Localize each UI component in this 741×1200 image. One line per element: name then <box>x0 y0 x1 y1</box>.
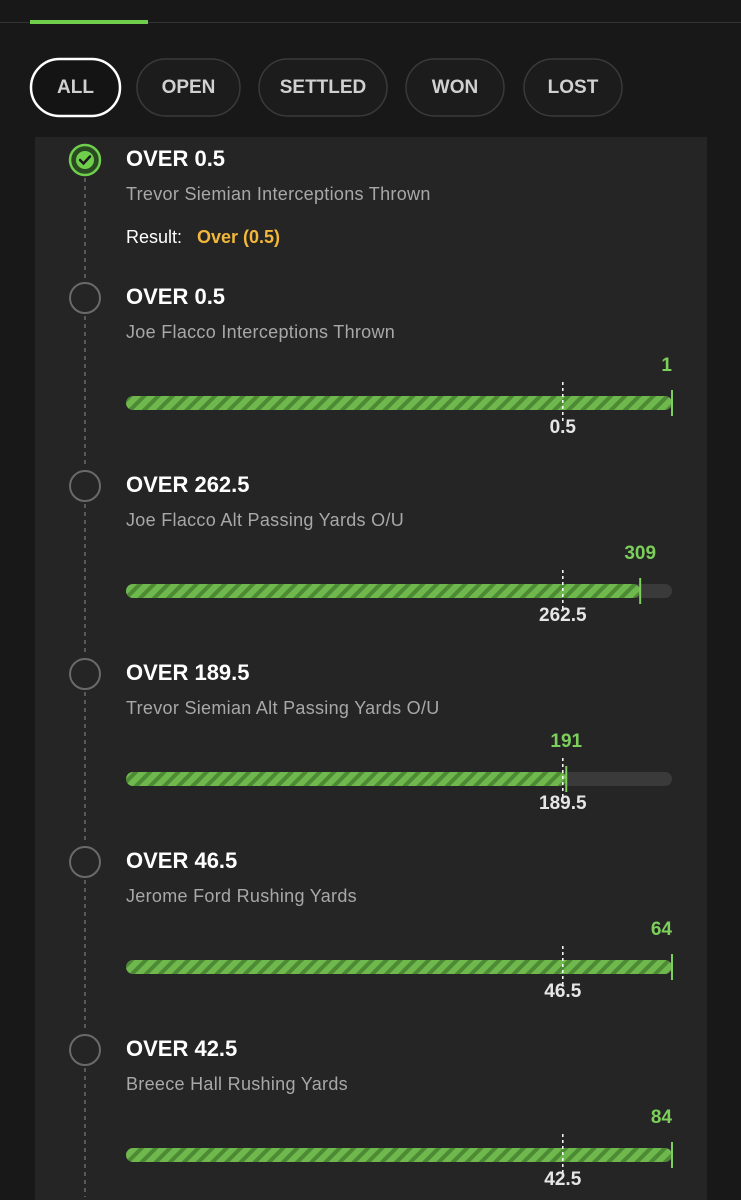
leg-subtitle: Joe Flacco Alt Passing Yards O/U <box>126 510 404 530</box>
leg-subtitle: Jerome Ford Rushing Yards <box>126 886 357 906</box>
status-icon-inner <box>76 151 94 169</box>
progress-fill <box>126 1148 672 1162</box>
line-value: 46.5 <box>544 981 581 1002</box>
tab-pill[interactable] <box>405 58 505 117</box>
top-divider <box>0 22 741 23</box>
leg-subtitle: Trevor Siemian Interceptions Thrown <box>126 184 431 204</box>
line-value: 42.5 <box>544 1169 581 1190</box>
current-value: 191 <box>550 731 582 752</box>
leg-title: OVER 42.5 <box>126 1036 237 1061</box>
tab[interactable]: ALL <box>29 57 122 118</box>
active-underline <box>30 20 148 24</box>
check-mark <box>78 155 92 166</box>
leg-title: OVER 46.5 <box>126 848 237 873</box>
tab-pill[interactable] <box>29 57 122 118</box>
tab[interactable]: SETTLED <box>258 58 388 117</box>
tab-pill[interactable] <box>258 58 388 117</box>
tabs: ALL OPEN SETTLED WON LOST <box>29 57 623 118</box>
tab[interactable]: OPEN <box>136 58 241 117</box>
progress-fill <box>126 396 672 410</box>
line-value: 0.5 <box>550 417 577 438</box>
progress-fill <box>126 960 672 974</box>
status-icon <box>69 846 101 878</box>
legs: OVER 0.5 Trevor Siemian Interceptions Thr… <box>68 143 673 1197</box>
current-value: 309 <box>624 543 656 564</box>
result-label: Result: <box>126 227 182 247</box>
leg-title: OVER 0.5 <box>126 146 225 171</box>
leg-title: OVER 262.5 <box>126 472 250 497</box>
status-icon <box>69 282 101 314</box>
tab-pill[interactable] <box>523 58 623 117</box>
tab-label[interactable]: WON <box>432 77 478 98</box>
tab[interactable]: WON <box>405 58 505 117</box>
tab-pill[interactable] <box>136 58 241 117</box>
leg-subtitle: Breece Hall Rushing Yards <box>126 1074 348 1094</box>
current-value: 1 <box>661 355 672 376</box>
tab-label[interactable]: OPEN <box>162 77 216 98</box>
result-value: Over (0.5) <box>197 227 280 247</box>
leg-subtitle: Joe Flacco Interceptions Thrown <box>126 322 395 342</box>
leg-title: OVER 0.5 <box>126 284 225 309</box>
leg-title: OVER 189.5 <box>126 660 250 685</box>
progress-fill <box>126 772 567 786</box>
line-value: 189.5 <box>539 793 587 814</box>
line-value: 262.5 <box>539 605 587 626</box>
status-icon <box>69 658 101 690</box>
status-icon <box>69 470 101 502</box>
leg-subtitle: Trevor Siemian Alt Passing Yards O/U <box>126 698 440 718</box>
current-value: 84 <box>651 1107 673 1128</box>
tab-label[interactable]: ALL <box>57 77 94 98</box>
card <box>35 137 707 1200</box>
progress-fill <box>126 584 641 598</box>
tab-label[interactable]: SETTLED <box>280 77 367 98</box>
current-value: 64 <box>651 919 673 940</box>
status-icon <box>69 1034 101 1066</box>
tab-label[interactable]: LOST <box>548 77 599 98</box>
tab[interactable]: LOST <box>523 58 623 117</box>
